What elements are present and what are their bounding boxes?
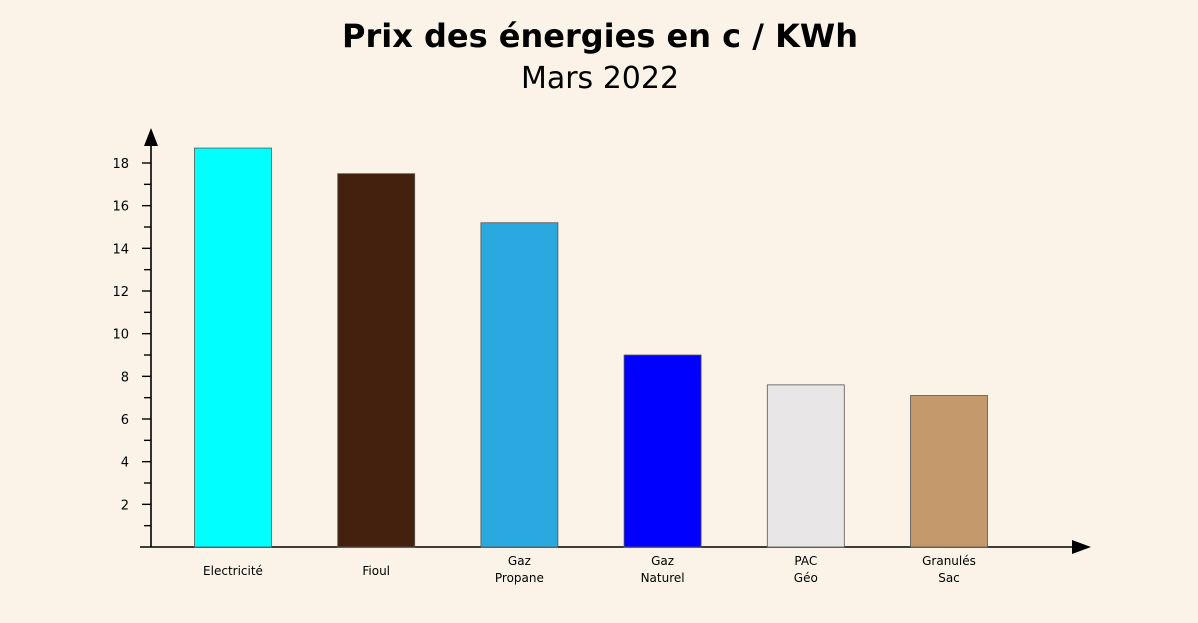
bar [480,222,559,548]
y-tick-label: 10 [112,328,129,343]
category-label: Electricité [203,564,263,578]
x-axis-arrow-icon [1072,540,1091,554]
chart-subtitle: Mars 2022 [521,61,679,96]
category-label: Sac [938,571,960,585]
y-tick-label: 18 [112,157,129,172]
category-label: Granulés [922,554,976,568]
category-label: Géo [794,571,818,585]
category-label: Gaz [651,554,674,568]
y-tick-label: 14 [112,242,129,257]
category-label: Naturel [641,571,685,585]
category-label: Fioul [362,564,390,578]
y-axis-arrow-icon [144,128,158,146]
bar [910,395,988,548]
y-ticks: 2 4 6 8 10 12 14 16 18 [112,157,151,527]
bar [337,173,416,548]
bars [194,147,988,548]
category-label: Gaz [508,554,531,568]
y-axis [144,128,158,547]
y-tick-label: 6 [121,413,129,428]
bar [766,384,845,548]
chart-title: Prix des énergies en c / KWh [342,17,858,55]
category-label: Propane [495,571,544,585]
category-label: PAC [794,554,817,568]
y-tick-label: 4 [121,456,129,471]
bar [623,354,702,548]
bar [194,147,272,548]
y-tick-label: 8 [121,370,129,385]
y-tick-label: 16 [112,200,129,215]
category-labels: Electricité Fioul Gaz Propane Gaz Naturel PAC G… [203,554,976,585]
y-tick-label: 12 [112,285,129,300]
y-tick-label: 2 [121,498,129,513]
